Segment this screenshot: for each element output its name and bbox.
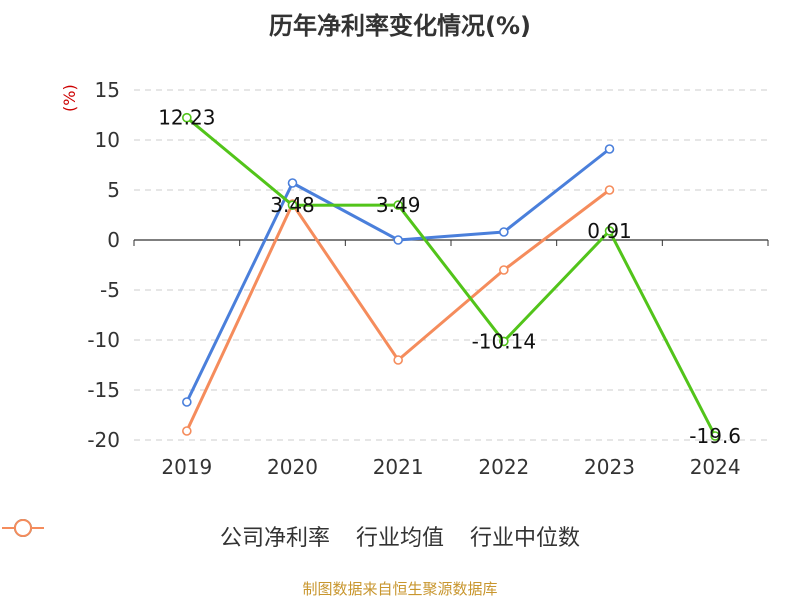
y-tick-label: 10	[95, 128, 120, 152]
legend-item-company-net-margin[interactable]: 公司净利率	[2, 519, 330, 552]
data-point	[393, 235, 403, 245]
data-point	[182, 112, 192, 123]
x-tick-label: 2022	[478, 455, 529, 479]
x-tick-label: 2019	[161, 455, 212, 479]
source-footnote: 制图数据来自恒生聚源数据库	[302, 580, 498, 598]
legend-marker-industry-median-icon	[2, 519, 44, 537]
data-point	[604, 185, 615, 195]
y-tick-label: -20	[87, 428, 120, 452]
data-point	[393, 200, 403, 210]
y-tick-label: 0	[107, 228, 120, 252]
data-point	[710, 431, 720, 441]
data-point	[182, 397, 192, 407]
data-point	[287, 200, 298, 210]
data-label: 12.23	[158, 106, 215, 130]
series-line	[185, 116, 717, 437]
data-label: -10.14	[472, 329, 536, 353]
data-point	[499, 336, 509, 347]
data-label: 3.48	[270, 193, 315, 217]
y-tick-label: 15	[95, 78, 120, 102]
y-tick-label: -10	[87, 328, 120, 352]
chart-legend: 公司净利率 行业均值 行业中位数	[0, 518, 800, 554]
x-tick-label: 2023	[584, 455, 635, 479]
data-point	[182, 426, 192, 436]
x-tick-label: 2021	[373, 455, 424, 479]
legend-item-industry-average[interactable]: 行业均值	[2, 519, 444, 552]
legend-label-industry-median: 行业中位数	[470, 526, 581, 551]
data-point	[604, 226, 615, 236]
data-label: 3.49	[376, 193, 421, 217]
data-point	[393, 355, 403, 365]
legend-label-industry-average: 行业均值	[355, 526, 444, 551]
x-tick-label: 2020	[267, 455, 318, 479]
y-tick-label: 5	[107, 178, 120, 202]
data-label: 0.91	[587, 219, 632, 243]
data-point	[287, 178, 298, 188]
data-point	[604, 144, 615, 154]
x-tick-label: 2024	[690, 455, 741, 479]
y-tick-label: -5	[100, 278, 120, 302]
legend-item-industry-median[interactable]: 行业中位数	[2, 519, 581, 552]
data-label: -19.6	[689, 424, 741, 448]
y-tick-label: -15	[87, 378, 120, 402]
chart-title: 历年净利率变化情况(%)	[269, 12, 531, 40]
data-point	[499, 227, 509, 237]
legend-label-company-net-margin: 公司净利率	[219, 526, 330, 551]
data-point	[499, 265, 509, 275]
series-line	[185, 188, 611, 432]
